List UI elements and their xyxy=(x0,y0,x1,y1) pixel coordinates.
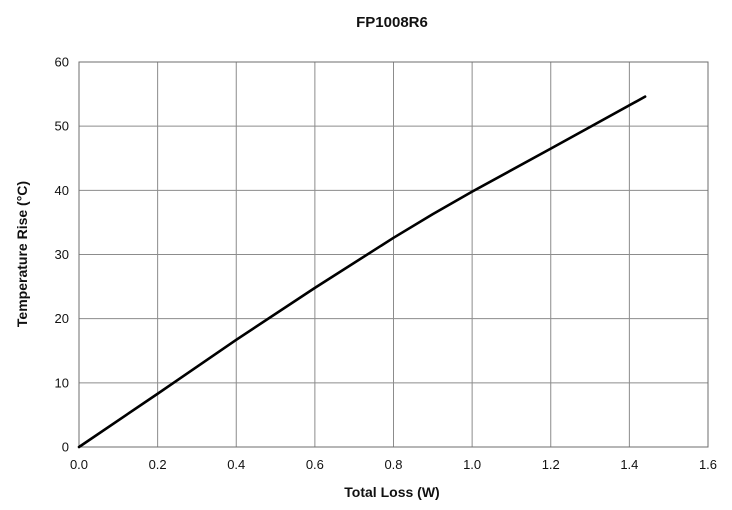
x-tick-label: 1.0 xyxy=(463,457,481,472)
plot-frame xyxy=(78,61,709,448)
y-tick-label: 40 xyxy=(55,183,69,198)
y-tick-labels: 0 10 20 30 40 50 60 xyxy=(55,55,69,455)
x-tick-label: 0.0 xyxy=(70,457,88,472)
y-tick-label: 50 xyxy=(55,119,69,134)
x-tick-labels: 0.0 0.2 0.4 0.6 0.8 1.0 1.2 1.4 1.6 xyxy=(70,457,717,472)
y-tick-label: 0 xyxy=(62,440,69,455)
x-tick-label: 1.6 xyxy=(699,457,717,472)
x-tick-label: 0.2 xyxy=(149,457,167,472)
series-line xyxy=(77,95,647,449)
x-tick-label: 1.4 xyxy=(620,457,638,472)
x-axis-label: Total Loss (W) xyxy=(344,484,439,500)
y-tick-label: 10 xyxy=(55,375,69,390)
x-tick-label: 0.4 xyxy=(227,457,245,472)
chart-title: FP1008R6 xyxy=(356,14,428,31)
y-tick-label: 30 xyxy=(55,247,69,262)
y-axis-label: Temperature Rise (°C) xyxy=(14,181,30,327)
y-tick-label: 60 xyxy=(55,55,69,70)
gridlines xyxy=(78,61,709,448)
x-tick-label: 0.8 xyxy=(384,457,402,472)
y-tick-label: 20 xyxy=(55,311,69,326)
x-tick-label: 1.2 xyxy=(542,457,560,472)
x-tick-label: 0.6 xyxy=(306,457,324,472)
